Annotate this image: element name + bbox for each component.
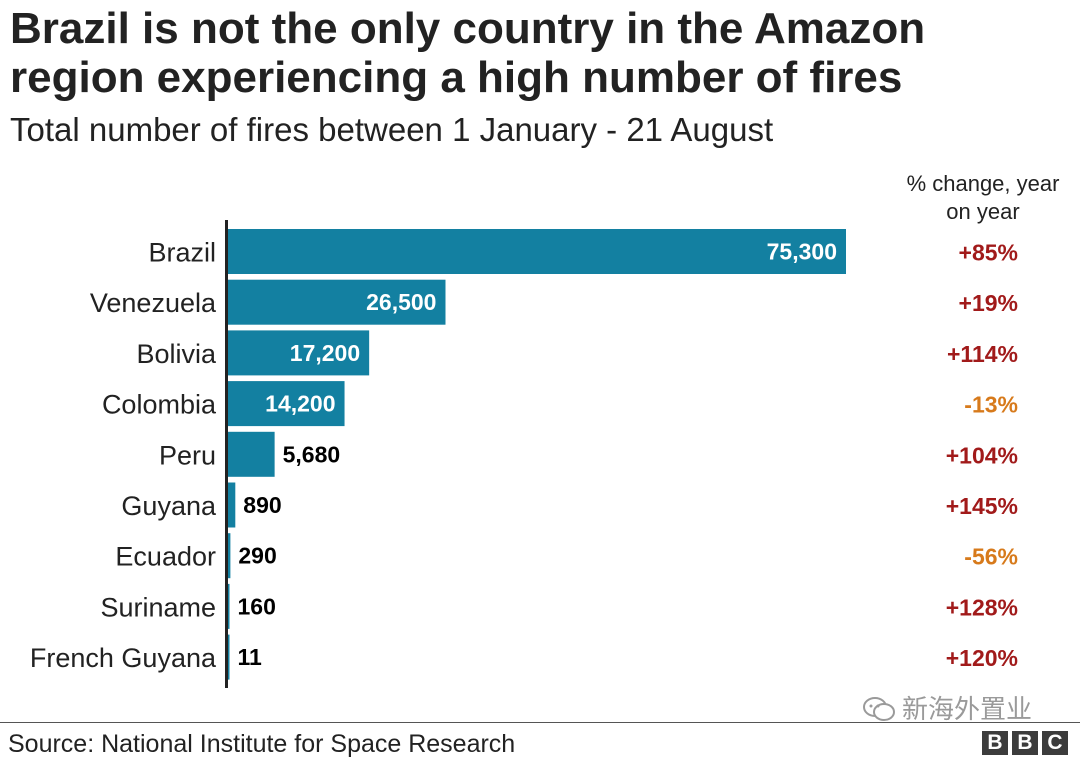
value-label: 26,500: [366, 289, 436, 315]
bar: [228, 229, 846, 274]
category-label: Guyana: [121, 491, 217, 521]
value-label: 160: [238, 593, 276, 619]
value-label: 11: [238, 644, 263, 670]
category-label: Peru: [159, 440, 216, 470]
category-label: Colombia: [102, 390, 217, 420]
bar: [228, 431, 275, 477]
pct-change-label: +145%: [946, 493, 1018, 519]
bar: [228, 279, 446, 325]
pct-change-header: % change, year on year: [906, 171, 1060, 224]
bar: [228, 330, 370, 376]
bar: [228, 634, 230, 680]
value-label: 290: [238, 543, 276, 569]
chart-title: Brazil is not the only country in the Am…: [10, 4, 926, 102]
category-label: Venezuela: [90, 288, 217, 318]
category-label: Bolivia: [136, 339, 217, 369]
bbc-logo: B B C: [982, 731, 1068, 755]
pct-change-label: +128%: [946, 594, 1018, 620]
category-label: French Guyana: [30, 643, 217, 673]
watermark: 新海外置业: [862, 694, 1032, 724]
value-label: 5,680: [283, 441, 341, 467]
value-label: 890: [243, 492, 281, 518]
bar: [228, 381, 345, 427]
pct-change-label: -56%: [964, 544, 1018, 570]
pct-change-label: +19%: [959, 290, 1018, 316]
chat-bubble-icon: [862, 696, 896, 722]
bar: [228, 482, 236, 528]
chart-subtitle: Total number of fires between 1 January …: [10, 111, 774, 148]
category-label: Suriname: [100, 592, 216, 622]
footer-divider: [0, 722, 1080, 723]
bbc-logo-letter: B: [982, 731, 1008, 755]
bar: [228, 583, 230, 629]
source-note: Source: National Institute for Space Res…: [8, 730, 516, 758]
pct-change-label: -13%: [964, 392, 1018, 418]
pct-change-label: +120%: [946, 645, 1018, 671]
value-label: 17,200: [290, 340, 360, 366]
category-label: Brazil: [148, 238, 216, 268]
bar-chart: Brazil 75,300 +85% Venezuela 26,500 +19% Boliv…: [30, 220, 1018, 688]
category-label: Ecuador: [115, 542, 216, 572]
bbc-logo-letter: B: [1012, 731, 1038, 755]
watermark-text: 新海外置业: [902, 694, 1033, 724]
bbc-logo-letter: C: [1042, 731, 1068, 755]
value-label: 75,300: [767, 239, 837, 265]
value-label: 14,200: [265, 391, 335, 417]
pct-change-label: +114%: [947, 341, 1018, 367]
pct-change-label: +85%: [959, 240, 1018, 266]
bar: [228, 533, 231, 579]
pct-change-label: +104%: [946, 442, 1018, 468]
